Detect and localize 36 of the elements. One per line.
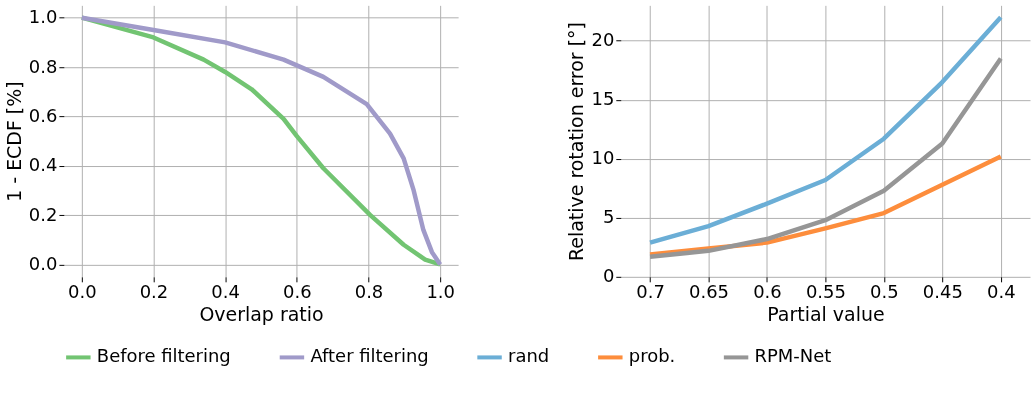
line-series [79,15,443,267]
line-series [647,14,1004,245]
legend-label: RPM-Net [754,345,832,367]
legend-label: Before filtering [96,345,231,367]
x-axis-title: Partial value [767,303,885,326]
x-tick-label: 0.8 [354,281,384,303]
y-tick-label: 0.4 [28,154,58,176]
y-tick-label: 10 [591,147,615,169]
x-tick-label: 0.0 [68,281,97,303]
x-tick-label: 0.6 [283,281,312,303]
y-tick-label: 15 [591,88,615,110]
x-tick-label: 0.5 [870,281,899,303]
y-axis-title: 1 - ECDF [%] [2,81,25,202]
y-tick-label: 0.0 [28,252,58,274]
legend-label: rand [508,345,550,367]
y-tick-label: 20 [591,29,615,51]
x-tick-label: 0.6 [753,281,782,303]
x-tick-label: 0.55 [805,281,846,303]
line-series [647,56,1004,260]
y-tick-label: 0 [602,265,615,287]
y-axis-title: Relative rotation error [°] [565,22,588,262]
x-tick-label: 0.2 [139,281,169,303]
x-tick-label: 0.45 [922,281,963,303]
y-tick-label: 0.6 [28,104,58,126]
x-tick-label: 0.65 [688,281,729,303]
legend-label: prob. [628,345,676,367]
x-tick-label: 0.4 [987,281,1016,303]
x-tick-label: 1.0 [426,281,455,303]
x-tick-label: 0.4 [211,281,240,303]
x-tick-label: 0.7 [636,281,665,303]
y-tick-label: 0.8 [28,55,58,77]
x-axis-title: Overlap ratio [199,303,324,326]
y-tick-label: 1.0 [28,6,58,28]
legend-label: After filtering [310,345,429,367]
y-tick-label: 0.2 [28,203,58,225]
y-tick-label: 5 [602,206,615,228]
